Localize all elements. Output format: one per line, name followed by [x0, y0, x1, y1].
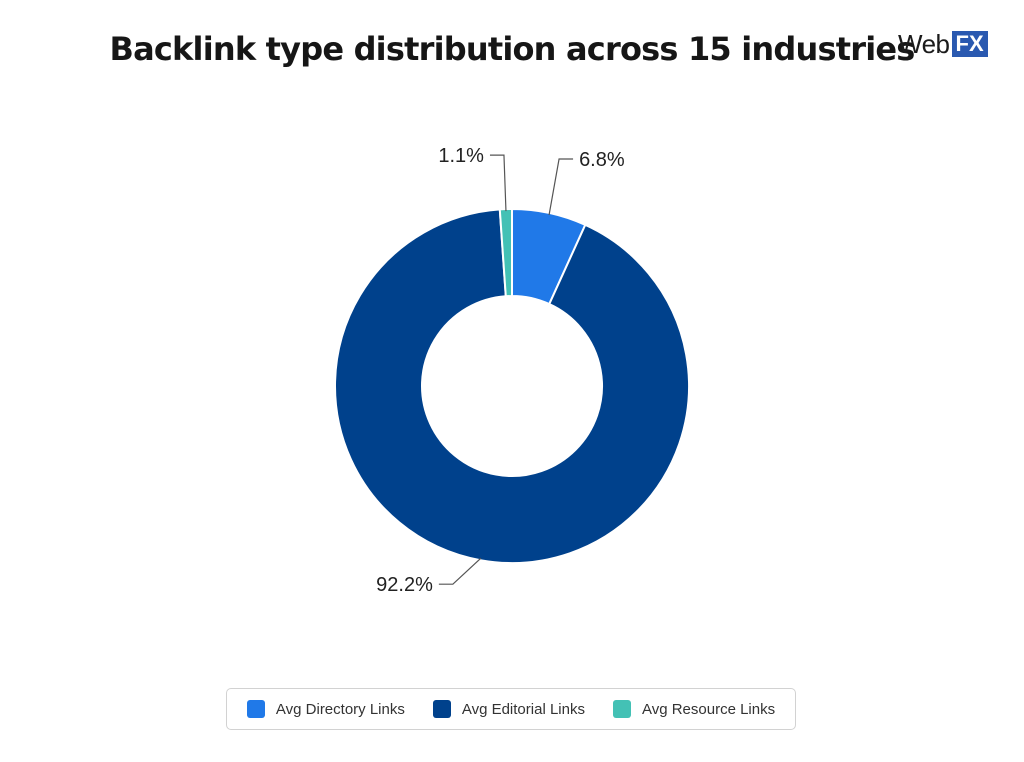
- chart-title: Backlink type distribution across 15 ind…: [109, 30, 915, 68]
- leader-line-editorial: [438, 557, 482, 585]
- data-label-directory: 6.8%: [579, 149, 625, 171]
- leader-line-directory: [548, 158, 574, 216]
- legend-swatch-editorial: [432, 700, 451, 718]
- legend-label-editorial: Avg Editorial Links: [461, 700, 585, 718]
- legend: Avg Directory Links Avg Editorial Links …: [226, 688, 796, 730]
- logo-highlight: FX: [951, 31, 988, 57]
- legend-swatch-resource: [612, 700, 631, 718]
- data-label-resource: 1.1%: [438, 145, 484, 167]
- legend-item-editorial[interactable]: Avg Editorial Links: [432, 700, 585, 718]
- slice-resource[interactable]: [498, 207, 513, 298]
- legend-item-resource[interactable]: Avg Resource Links: [612, 700, 776, 718]
- legend-item-directory[interactable]: Avg Directory Links: [246, 700, 405, 718]
- slice-editorial[interactable]: [334, 208, 690, 564]
- data-label-editorial: 92.2%: [376, 574, 433, 596]
- logo-text: Web: [898, 28, 950, 59]
- leader-line-resource: [489, 154, 507, 212]
- legend-label-resource: Avg Resource Links: [641, 700, 776, 718]
- webfx-logo: Web FX: [898, 28, 988, 59]
- legend-label-directory: Avg Directory Links: [275, 700, 405, 718]
- legend-swatch-directory: [246, 700, 265, 718]
